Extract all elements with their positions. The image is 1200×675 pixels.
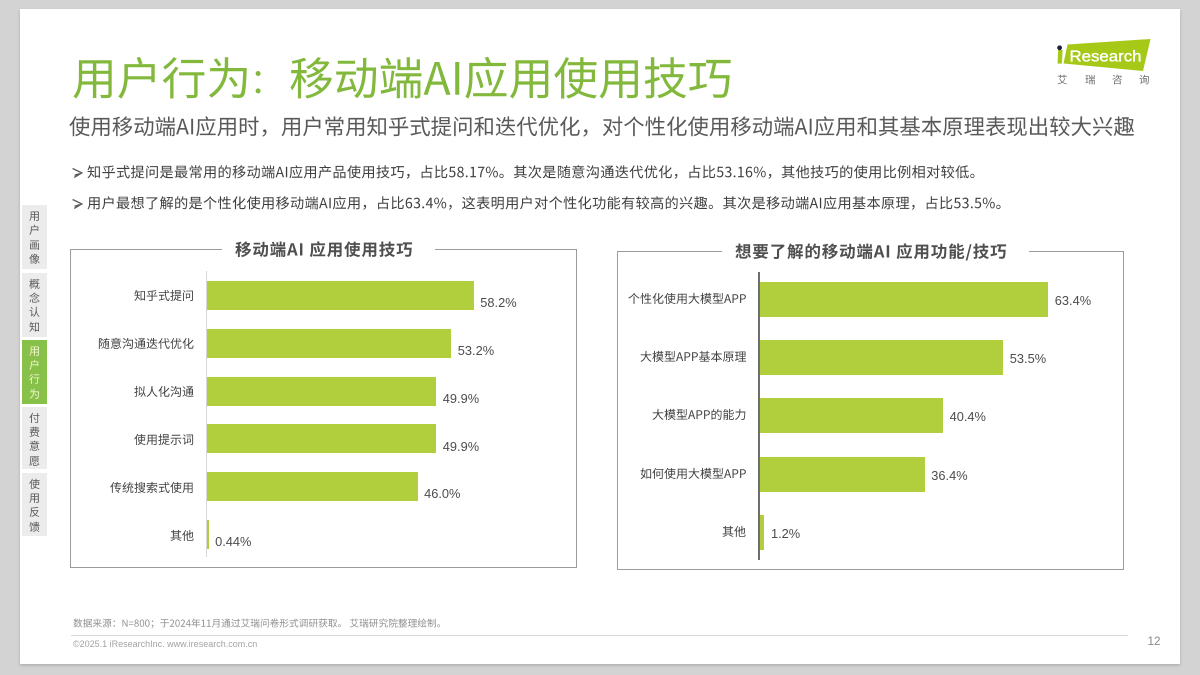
svg-text:Research: Research — [1070, 48, 1142, 65]
